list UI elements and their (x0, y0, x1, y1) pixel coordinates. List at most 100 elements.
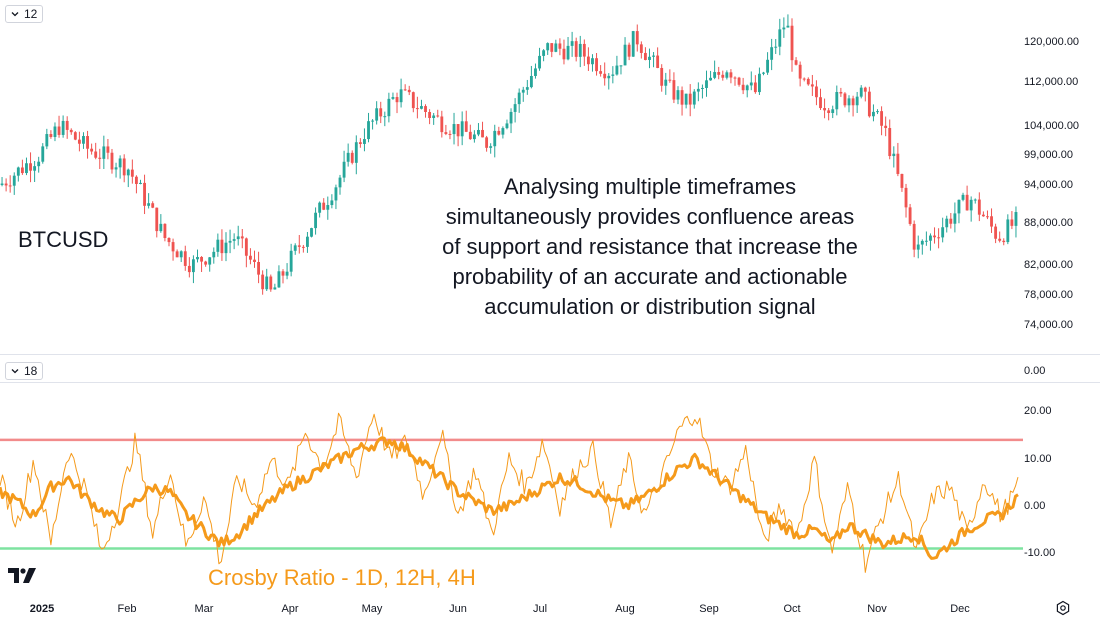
price-tick: 112,000.00 (1024, 76, 1079, 88)
candle-body (147, 203, 151, 206)
candle-body (69, 129, 73, 133)
candle-body (933, 235, 936, 238)
candle-body (904, 187, 908, 208)
price-tick: 74,000.00 (1024, 319, 1073, 331)
candle-body (232, 239, 236, 241)
candle-body (631, 31, 635, 57)
candle-body (310, 228, 313, 237)
time-tick: Nov (867, 603, 887, 615)
indicator-top-label: 0.00 (1024, 365, 1046, 377)
candle-body (880, 111, 884, 126)
candle-body (957, 199, 961, 214)
candle-body (672, 80, 676, 100)
candle-body (562, 48, 566, 60)
candle-body (110, 152, 114, 170)
candle-body (582, 43, 586, 57)
candle-body (847, 98, 851, 106)
time-tick: Mar (194, 603, 214, 615)
candle-body (741, 84, 745, 91)
candle-body (489, 146, 493, 148)
indicator-pane-interval-badge[interactable]: 18 (5, 362, 44, 380)
candle-body (257, 261, 260, 275)
candle-body (643, 52, 647, 60)
candle-body (20, 167, 24, 174)
candle-body (493, 130, 497, 147)
symbol-label: BTCUSD (18, 227, 109, 252)
candle-body (627, 44, 631, 57)
candle-body (648, 56, 651, 60)
candle-body (334, 187, 338, 201)
candle-body (534, 68, 537, 76)
candle-body (399, 89, 403, 103)
candle-body (395, 97, 399, 103)
candle-body (420, 106, 423, 109)
candle-body (306, 236, 309, 247)
candle-body (77, 139, 81, 144)
candle-body (342, 161, 346, 178)
candle-body (411, 92, 415, 109)
candle-body (45, 134, 49, 147)
candle-body (774, 46, 778, 48)
tradingview-logo-icon (8, 568, 36, 583)
candle-body (481, 129, 484, 138)
candle-body (872, 111, 875, 117)
candle-body (717, 72, 721, 75)
time-tick: Jun (449, 603, 467, 615)
candle-body (1006, 219, 1010, 243)
candle-body (301, 246, 305, 248)
candle-body (236, 236, 240, 240)
candle-body (126, 169, 130, 176)
candle-body (122, 158, 126, 176)
candle-body (591, 58, 594, 65)
candle-body (538, 55, 541, 69)
annotation-line: simultaneously provides confluence areas (445, 204, 855, 229)
candle-body (595, 58, 598, 72)
candle-body (570, 41, 574, 46)
main-pane-interval-badge[interactable]: 12 (5, 5, 44, 23)
indicator-bands (0, 438, 1023, 550)
candle-body (363, 139, 366, 144)
candle-body (200, 256, 203, 262)
price-tick: 88,000.00 (1024, 217, 1073, 229)
candle-body (468, 131, 472, 140)
candle-body (733, 77, 737, 79)
candle-body (139, 182, 142, 184)
candle-body (859, 87, 863, 97)
candle-body (49, 134, 53, 137)
price-tick: 99,000.00 (1024, 149, 1073, 161)
candle-body (798, 64, 802, 79)
candle-body (216, 239, 220, 252)
candle-body (57, 126, 61, 135)
indicator-tick: 0.00 (1024, 500, 1046, 512)
candle-body (753, 82, 757, 93)
time-tick-year: 2025 (29, 603, 55, 615)
candle-body (90, 148, 94, 152)
candle-body (656, 55, 660, 68)
candle-body (619, 65, 623, 67)
gear-icon[interactable] (1055, 600, 1071, 616)
annotation-text: Analysing multiple timeframes simultaneo… (390, 172, 910, 322)
indicator-title: Crosby Ratio - 1D, 12H, 4H (208, 565, 476, 590)
candle-body (285, 271, 289, 276)
candle-body (623, 44, 627, 66)
price-tick: 94,000.00 (1024, 179, 1073, 191)
candle-body (277, 271, 281, 288)
candle-body (41, 146, 45, 162)
time-tick: Feb (117, 603, 137, 615)
candle-body (61, 120, 65, 135)
candle-body (151, 203, 155, 208)
candle-body (350, 152, 354, 163)
candle-body (183, 251, 187, 266)
candle-body (635, 31, 639, 45)
candle-body (322, 202, 326, 210)
candle-body (574, 41, 578, 57)
candle-body (981, 214, 985, 217)
candle-body (244, 238, 248, 256)
price-tick: 78,000.00 (1024, 289, 1073, 301)
candle-body (387, 98, 391, 117)
candle-body (53, 126, 57, 137)
candle-body (607, 75, 611, 79)
candle-body (517, 92, 521, 105)
candle-body (806, 78, 810, 85)
